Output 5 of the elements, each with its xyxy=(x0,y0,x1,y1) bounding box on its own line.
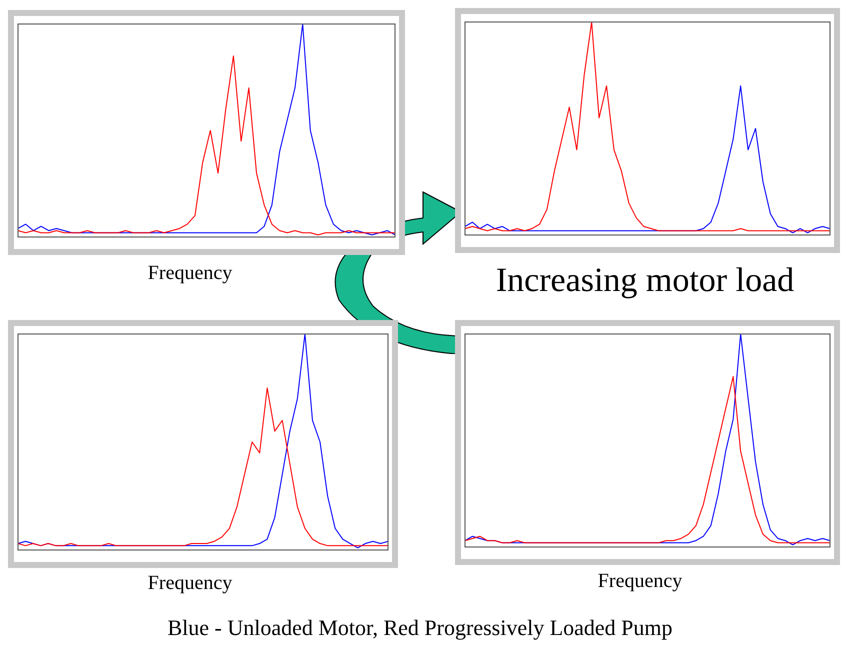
text: Blue - Unloaded Motor, Red Progressively Loaded Pump xyxy=(166,615,674,641)
text: Increasing motor load xyxy=(494,262,796,300)
x-axis-title: Frequency xyxy=(146,572,234,595)
x-axis-title: Frequency xyxy=(596,570,684,593)
x-axis-title: Frequency xyxy=(146,262,234,285)
